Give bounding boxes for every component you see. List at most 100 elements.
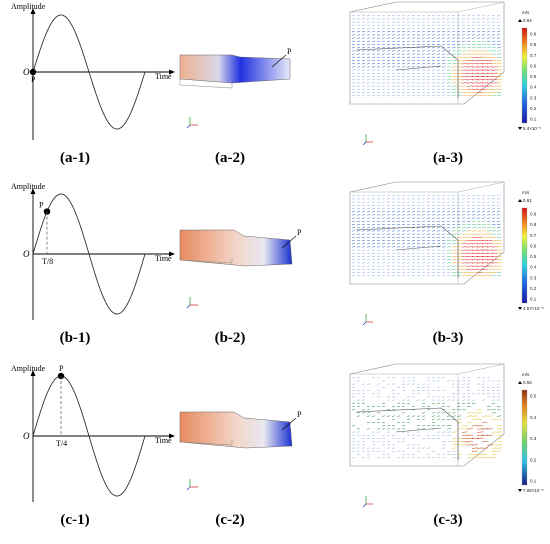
velocity-vector [461, 69, 468, 71]
velocity-vector [436, 82, 441, 84]
velocity-vector [481, 386, 486, 388]
velocity-vector [381, 18, 386, 20]
velocity-vector [386, 425, 391, 427]
velocity-vector [371, 227, 376, 229]
velocity-vector [406, 268, 411, 270]
velocity-vector [446, 27, 451, 30]
velocity-vector [396, 53, 401, 55]
velocity-vector [371, 53, 376, 55]
velocity-vector [461, 396, 466, 398]
velocity-vector [376, 18, 381, 20]
velocity-vector [351, 233, 356, 235]
velocity-vector [381, 227, 386, 229]
velocity-vector [406, 271, 411, 274]
velocity-vector [401, 204, 406, 206]
velocity-vector [466, 198, 471, 200]
velocity-vector [496, 75, 502, 78]
velocity-vector [491, 24, 496, 26]
velocity-vector [391, 233, 396, 235]
velocity-vector [481, 34, 486, 36]
velocity-vector [471, 214, 476, 216]
velocity-vector [381, 95, 386, 97]
velocity-vector [456, 95, 462, 97]
velocity-vector [356, 43, 361, 46]
velocity-vector [416, 227, 421, 229]
velocity-vector [421, 85, 426, 87]
velocity-vector [496, 431, 502, 433]
velocity-vector [451, 63, 457, 65]
velocity-vector [411, 198, 416, 200]
velocity-vector [471, 220, 476, 222]
velocity-vector [486, 396, 491, 398]
velocity-vector [466, 434, 474, 436]
velocity-vector [361, 437, 366, 440]
velocity-vector [381, 437, 386, 440]
velocity-vector [381, 421, 386, 424]
colorbar-tick: 0.1 [530, 479, 537, 484]
velocity-vector [381, 220, 386, 222]
velocity-vector [386, 249, 391, 251]
velocity-vector [421, 63, 426, 65]
velocity-vector [366, 53, 371, 55]
velocity-vector [441, 239, 446, 242]
colorbar [521, 207, 528, 304]
velocity-vector [356, 227, 361, 229]
velocity-vector [411, 53, 416, 55]
velocity-vector [426, 249, 431, 251]
velocity-vector [426, 230, 431, 232]
point-p-label: P [31, 75, 36, 84]
velocity-vector [476, 437, 484, 440]
velocity-vector [361, 243, 366, 245]
velocity-vector [496, 409, 501, 411]
velocity-vector [416, 220, 421, 222]
velocity-vector [436, 198, 441, 200]
velocity-vector [446, 72, 452, 74]
velocity-vector [441, 434, 446, 436]
velocity-vector [381, 24, 386, 26]
velocity-vector [476, 259, 484, 261]
velocity-vector [416, 457, 421, 459]
velocity-vector [386, 207, 391, 210]
max-arrow-icon [518, 19, 522, 22]
velocity-vector [411, 31, 416, 33]
velocity-vector [471, 95, 477, 97]
velocity-vector [356, 69, 361, 71]
velocity-vector [416, 31, 421, 33]
velocity-vector [371, 82, 376, 84]
velocity-vector [391, 40, 396, 42]
velocity-vector [356, 441, 361, 443]
velocity-vector [441, 412, 446, 414]
velocity-vector [451, 50, 456, 52]
velocity-vector [461, 246, 468, 248]
velocity-vector [386, 56, 391, 58]
velocity-vector [361, 31, 366, 33]
velocity-vector [461, 53, 467, 55]
velocity-vector [486, 214, 491, 216]
velocity-vector [381, 425, 386, 427]
velocity-vector [431, 450, 436, 452]
velocity-vector [496, 434, 502, 436]
velocity-vector [496, 47, 501, 49]
velocity-vector [446, 85, 451, 87]
velocity-vector [396, 268, 401, 270]
velocity-vector [476, 95, 482, 97]
velocity-vector [351, 63, 356, 65]
velocity-vector [366, 268, 371, 270]
velocity-vector [466, 255, 474, 258]
velocity-vector [486, 227, 492, 229]
velocity-vector [466, 72, 474, 74]
velocity-vector [486, 50, 492, 52]
velocity-vector [376, 428, 381, 430]
velocity-vector [466, 18, 471, 20]
velocity-vector [446, 69, 452, 71]
velocity-vector [456, 59, 462, 62]
velocity-vector [481, 82, 489, 84]
velocity-vector [441, 262, 446, 264]
velocity-vector [366, 66, 371, 68]
velocity-vector [471, 195, 476, 197]
velocity-vector [491, 217, 496, 219]
velocity-vector [486, 259, 493, 261]
velocity-vector [401, 246, 406, 248]
velocity-vector [491, 79, 498, 81]
velocity-vector [411, 59, 416, 62]
